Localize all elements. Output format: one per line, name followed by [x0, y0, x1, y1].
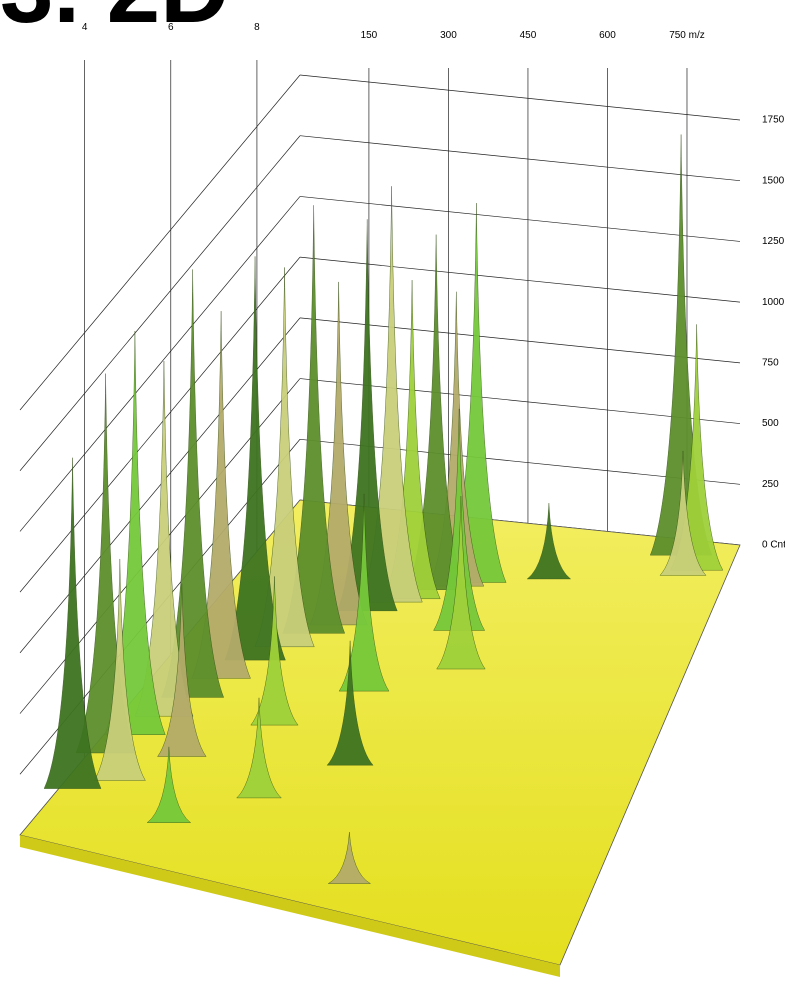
z-tick-label: 1750	[762, 115, 785, 126]
chart: 3. 2D 0 Cnt 250 500 750 1000 1250 1500 1750 150 3…	[0, 0, 785, 991]
z-tick-label: 500	[762, 418, 779, 429]
grid-line	[300, 196, 740, 241]
x-tick-label: 300	[440, 30, 457, 41]
z-tick-label: 0 Cnt	[762, 540, 785, 551]
x-tick-label: 750 m/z	[669, 30, 705, 41]
time-tick-label: 8	[254, 22, 260, 33]
time-tick-label: 6	[168, 22, 174, 33]
x-tick-label: 600	[599, 30, 616, 41]
z-tick-label: 750	[762, 357, 779, 368]
grid-line	[20, 75, 300, 410]
chart-title: 3. 2D	[0, 0, 229, 43]
z-tick-label: 250	[762, 479, 779, 490]
x-tick-label: 450	[520, 30, 537, 41]
grid-line	[300, 75, 740, 120]
time-tick-label: 4	[82, 22, 88, 33]
grid-line	[300, 136, 740, 181]
x-tick-label: 150	[361, 30, 378, 41]
z-tick-label: 1500	[762, 175, 785, 186]
z-tick-label: 1250	[762, 236, 785, 247]
z-tick-label: 1000	[762, 297, 785, 308]
